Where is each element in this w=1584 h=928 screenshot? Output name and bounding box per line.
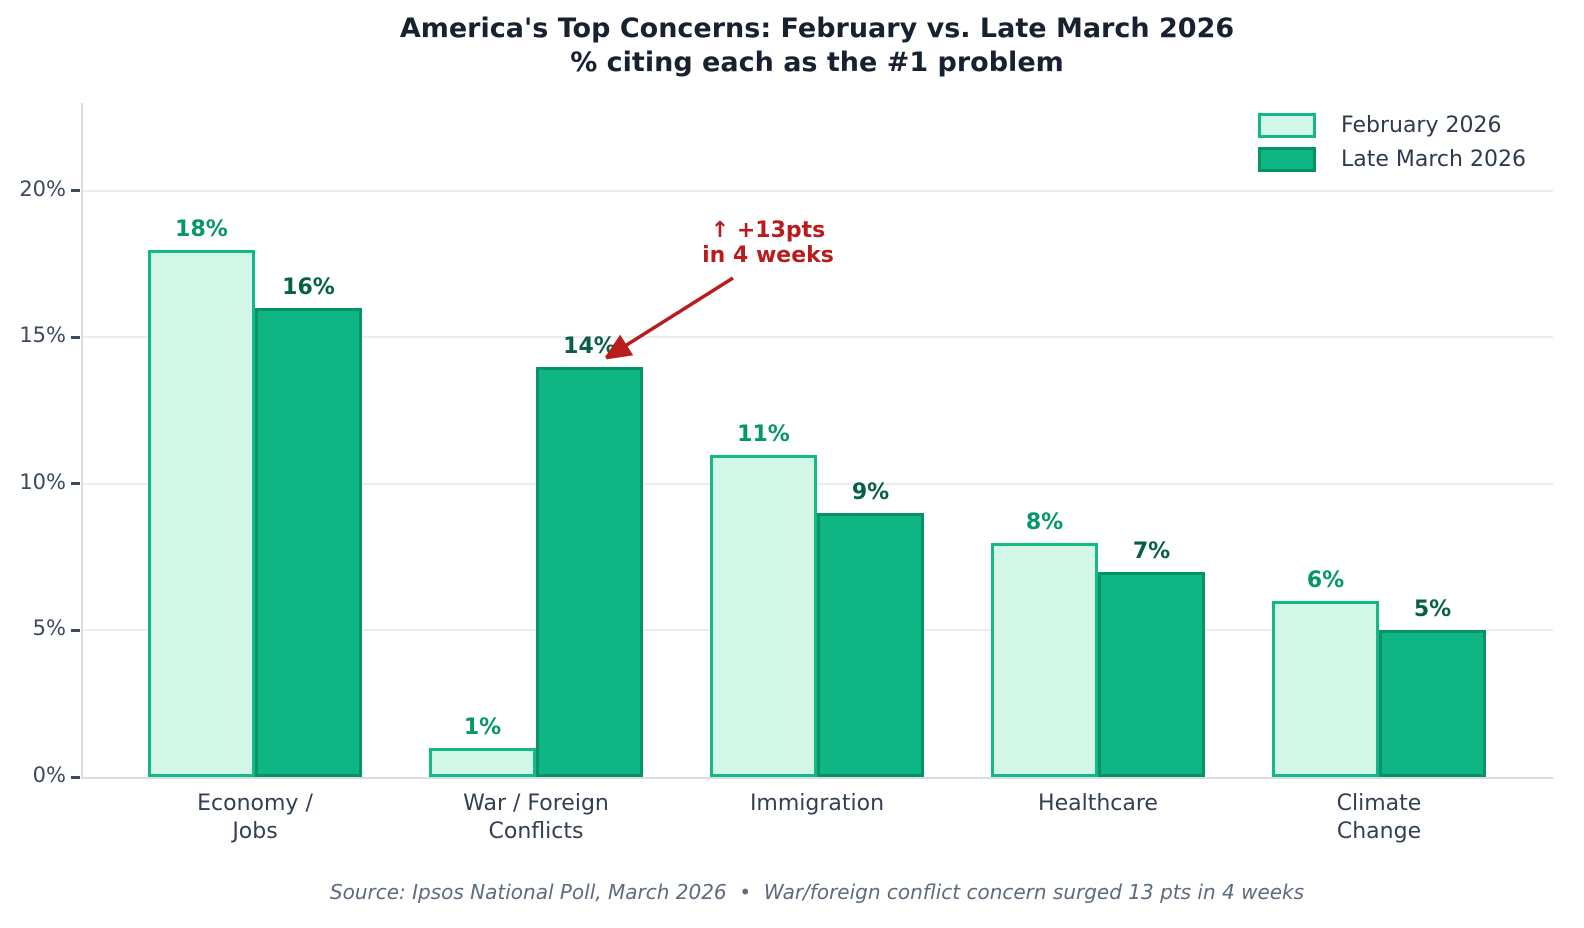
bar-value-label: 8%: [1025, 509, 1064, 535]
bar: [710, 454, 817, 777]
bar-value-label: 9%: [851, 480, 890, 506]
bar-value-label: 7%: [1132, 538, 1171, 564]
y-tick-mark: [71, 482, 80, 486]
y-tick-label: 10%: [19, 469, 66, 494]
chart-title-line1: America's Top Concerns: February vs. Lat…: [399, 13, 1235, 44]
bar: [255, 308, 362, 777]
chart-title-line2: % citing each as the #1 problem: [570, 47, 1064, 78]
bar: [536, 366, 643, 777]
bar: [1272, 601, 1379, 777]
bar-value-label: 1%: [463, 714, 502, 740]
legend-label: February 2026: [1341, 113, 1502, 138]
legend-swatch: [1258, 113, 1316, 138]
legend-swatch: [1258, 147, 1316, 172]
bar-value-label: 5%: [1413, 597, 1452, 623]
legend-label: Late March 2026: [1341, 147, 1526, 172]
x-category-label: Healthcare: [1038, 791, 1158, 816]
bar: [1098, 571, 1205, 777]
bar: [429, 747, 536, 777]
annotation-line2: in 4 weeks: [702, 243, 834, 268]
x-category-label: Climate Change: [1336, 791, 1422, 844]
y-tick-label: 15%: [19, 323, 66, 348]
bar-value-label: 11%: [737, 421, 790, 447]
bar-value-label: 16%: [282, 275, 335, 301]
bar: [817, 513, 924, 777]
y-tick-mark: [71, 189, 80, 193]
y-tick-mark: [71, 628, 80, 632]
gridline: [81, 189, 1553, 192]
y-tick-label: 5%: [32, 616, 66, 641]
gridline: [81, 482, 1553, 485]
bar: [148, 249, 255, 777]
gridline: [81, 336, 1553, 339]
x-category-label: War / Foreign Conflicts: [463, 791, 609, 844]
source-footer: Source: Ipsos National Poll, March 2026 …: [329, 880, 1305, 904]
bar-value-label: 14%: [563, 333, 616, 359]
legend-row: Late March 2026: [1258, 147, 1526, 172]
legend: February 2026 Late March 2026: [1258, 113, 1526, 181]
y-tick-label: 20%: [19, 176, 66, 201]
x-category-label: Immigration: [749, 791, 885, 816]
x-category-label: Economy / Jobs: [197, 791, 313, 844]
y-axis-spine: [81, 103, 83, 777]
y-tick-mark: [71, 335, 80, 339]
y-tick-label: 0%: [32, 763, 66, 787]
y-tick-mark: [71, 775, 80, 779]
chart-title: America's Top Concerns: February vs. Lat…: [81, 12, 1553, 80]
annotation-line1: ↑ +13pts: [710, 218, 826, 243]
annotation-callout: ↑ +13pts in 4 weeks: [688, 218, 848, 268]
x-axis-spine: [81, 777, 1553, 779]
bar-value-label: 6%: [1306, 568, 1345, 594]
bar: [991, 542, 1098, 777]
bar-value-label: 18%: [175, 216, 228, 242]
bar: [1379, 630, 1486, 777]
legend-row: February 2026: [1258, 113, 1526, 138]
